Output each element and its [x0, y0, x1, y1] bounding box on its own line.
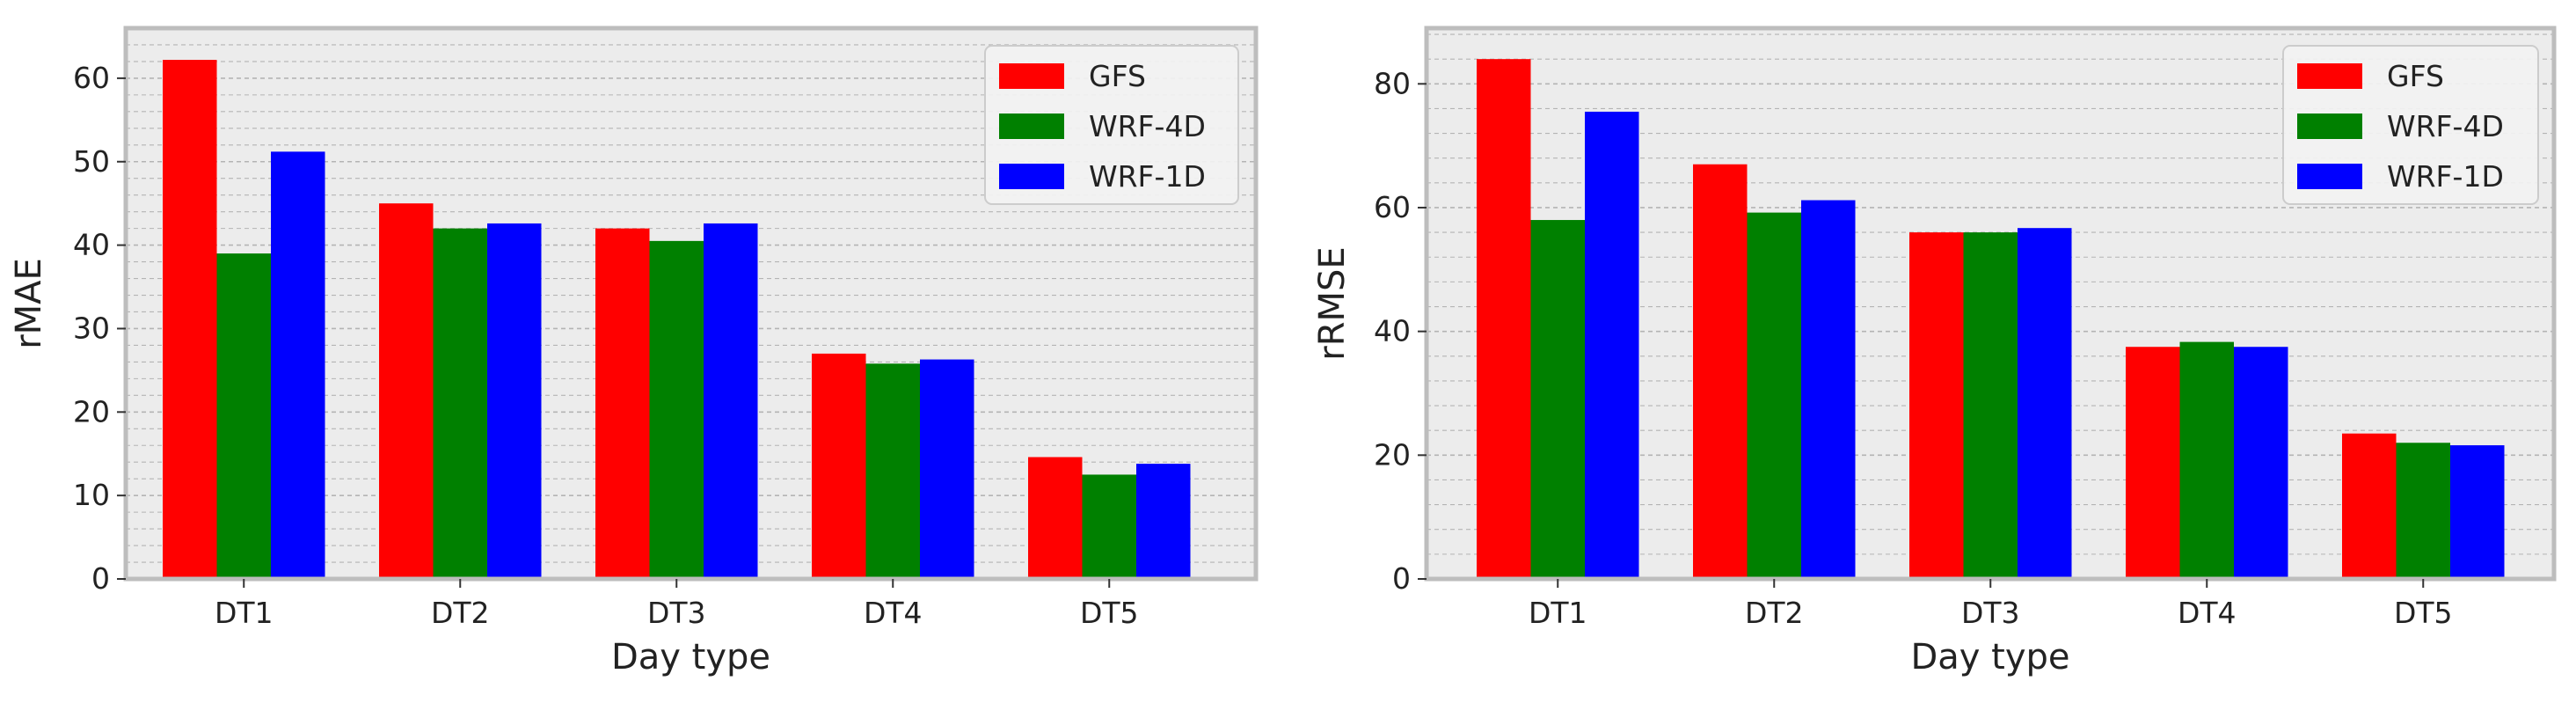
x-tick-label: DT4 — [2178, 596, 2237, 630]
legend-swatch-gfs — [999, 63, 1064, 89]
bar-wrf-4d-dt4 — [865, 363, 920, 579]
x-tick-label: DT1 — [215, 596, 274, 630]
bar-wrf-1d-dt1 — [271, 151, 325, 579]
bar-wrf-1d-dt5 — [1136, 464, 1191, 579]
legend-swatch-wrf-4d — [999, 114, 1064, 139]
x-tick-label: DT3 — [647, 596, 706, 630]
bar-wrf-1d-dt3 — [2018, 228, 2072, 579]
y-tick-label: 30 — [73, 311, 110, 345]
bar-wrf-1d-dt4 — [2234, 347, 2288, 579]
y-tick-label: 20 — [73, 394, 110, 428]
bar-gfs-dt3 — [1909, 232, 1964, 579]
bar-wrf-4d-dt1 — [216, 253, 271, 579]
x-tick-label: DT3 — [1961, 596, 2020, 630]
y-axis-label: rRMSE — [1312, 246, 1353, 360]
bar-wrf-1d-dt1 — [1585, 111, 1639, 579]
y-axis-label: rMAE — [9, 258, 49, 349]
y-tick-label: 50 — [73, 144, 110, 179]
legend-swatch-wrf-1d — [2297, 164, 2362, 189]
legend-label-wrf-4d: WRF-4D — [1089, 109, 1206, 143]
bar-gfs-dt3 — [595, 228, 650, 579]
bar-gfs-dt1 — [163, 60, 217, 580]
legend: GFS WRF-4D WRF-1D — [984, 45, 1239, 205]
bar-wrf-4d-dt3 — [649, 240, 704, 579]
bar-wrf-4d-dt2 — [433, 228, 487, 579]
bar-wrf-4d-dt5 — [2396, 443, 2450, 579]
bar-wrf-4d-dt4 — [2179, 341, 2234, 579]
bar-wrf-1d-dt2 — [487, 223, 542, 580]
legend-label-gfs: GFS — [2387, 59, 2444, 93]
bar-wrf-1d-dt3 — [704, 223, 758, 580]
bar-gfs-dt2 — [1693, 164, 1748, 579]
bar-gfs-dt4 — [2126, 347, 2180, 579]
chart-panel-rmae: 0 10 20 30 40 50 60 DT1 DT2 DT3 DT4 DT5 Day type rMAE… — [9, 26, 1259, 677]
y-tick-label: 20 — [1374, 437, 1411, 472]
x-axis-label: Day type — [611, 637, 770, 677]
bar-wrf-1d-dt4 — [920, 359, 974, 579]
legend-label-wrf-1d: WRF-1D — [1089, 159, 1206, 194]
legend-label-wrf-4d: WRF-4D — [2387, 109, 2504, 143]
bar-gfs-dt2 — [379, 203, 434, 579]
legend-swatch-wrf-1d — [999, 164, 1064, 189]
x-tick-label: DT5 — [2394, 596, 2453, 630]
y-tick-label: 10 — [73, 478, 110, 512]
x-tick-label: DT5 — [1080, 596, 1139, 630]
plot-frame — [123, 26, 1259, 582]
legend: GFS WRF-4D WRF-1D — [2282, 45, 2539, 205]
y-tick-label: 0 — [1392, 561, 1411, 596]
bar-gfs-dt5 — [1028, 457, 1083, 579]
x-tick-label: DT1 — [1529, 596, 1587, 630]
x-tick-label: DT2 — [1745, 596, 1804, 630]
legend-swatch-wrf-4d — [2297, 114, 2362, 139]
bar-wrf-4d-dt2 — [1747, 212, 1801, 579]
y-tick-label: 40 — [1374, 314, 1411, 348]
bar-wrf-1d-dt2 — [1801, 200, 1856, 579]
bar-wrf-4d-dt5 — [1082, 474, 1136, 579]
y-tick-label: 0 — [91, 561, 110, 596]
y-tick-label: 60 — [1374, 190, 1411, 224]
bars — [163, 60, 1191, 580]
legend-label-wrf-1d: WRF-1D — [2387, 159, 2504, 194]
bars — [1477, 59, 2505, 580]
x-tick-label: DT4 — [864, 596, 923, 630]
bar-gfs-dt5 — [2342, 433, 2397, 579]
x-tick-label: DT2 — [431, 596, 490, 630]
y-tick-label: 40 — [73, 228, 110, 262]
legend-swatch-gfs — [2297, 63, 2362, 89]
bar-wrf-4d-dt1 — [1530, 220, 1585, 580]
bar-gfs-dt4 — [812, 353, 866, 579]
y-tick-label: 80 — [1374, 66, 1411, 100]
legend-label-gfs: GFS — [1089, 59, 1146, 93]
y-tick-label: 60 — [73, 61, 110, 95]
bar-wrf-1d-dt5 — [2450, 445, 2505, 579]
x-axis-label: Day type — [1910, 637, 2069, 677]
bar-wrf-4d-dt3 — [1963, 232, 2018, 579]
bar-gfs-dt1 — [1477, 59, 1531, 580]
chart-panel-rrmse: 0 20 40 60 80 DT1 DT2 DT3 DT4 DT5 Day type rRMSE GFS… — [1312, 26, 2557, 677]
